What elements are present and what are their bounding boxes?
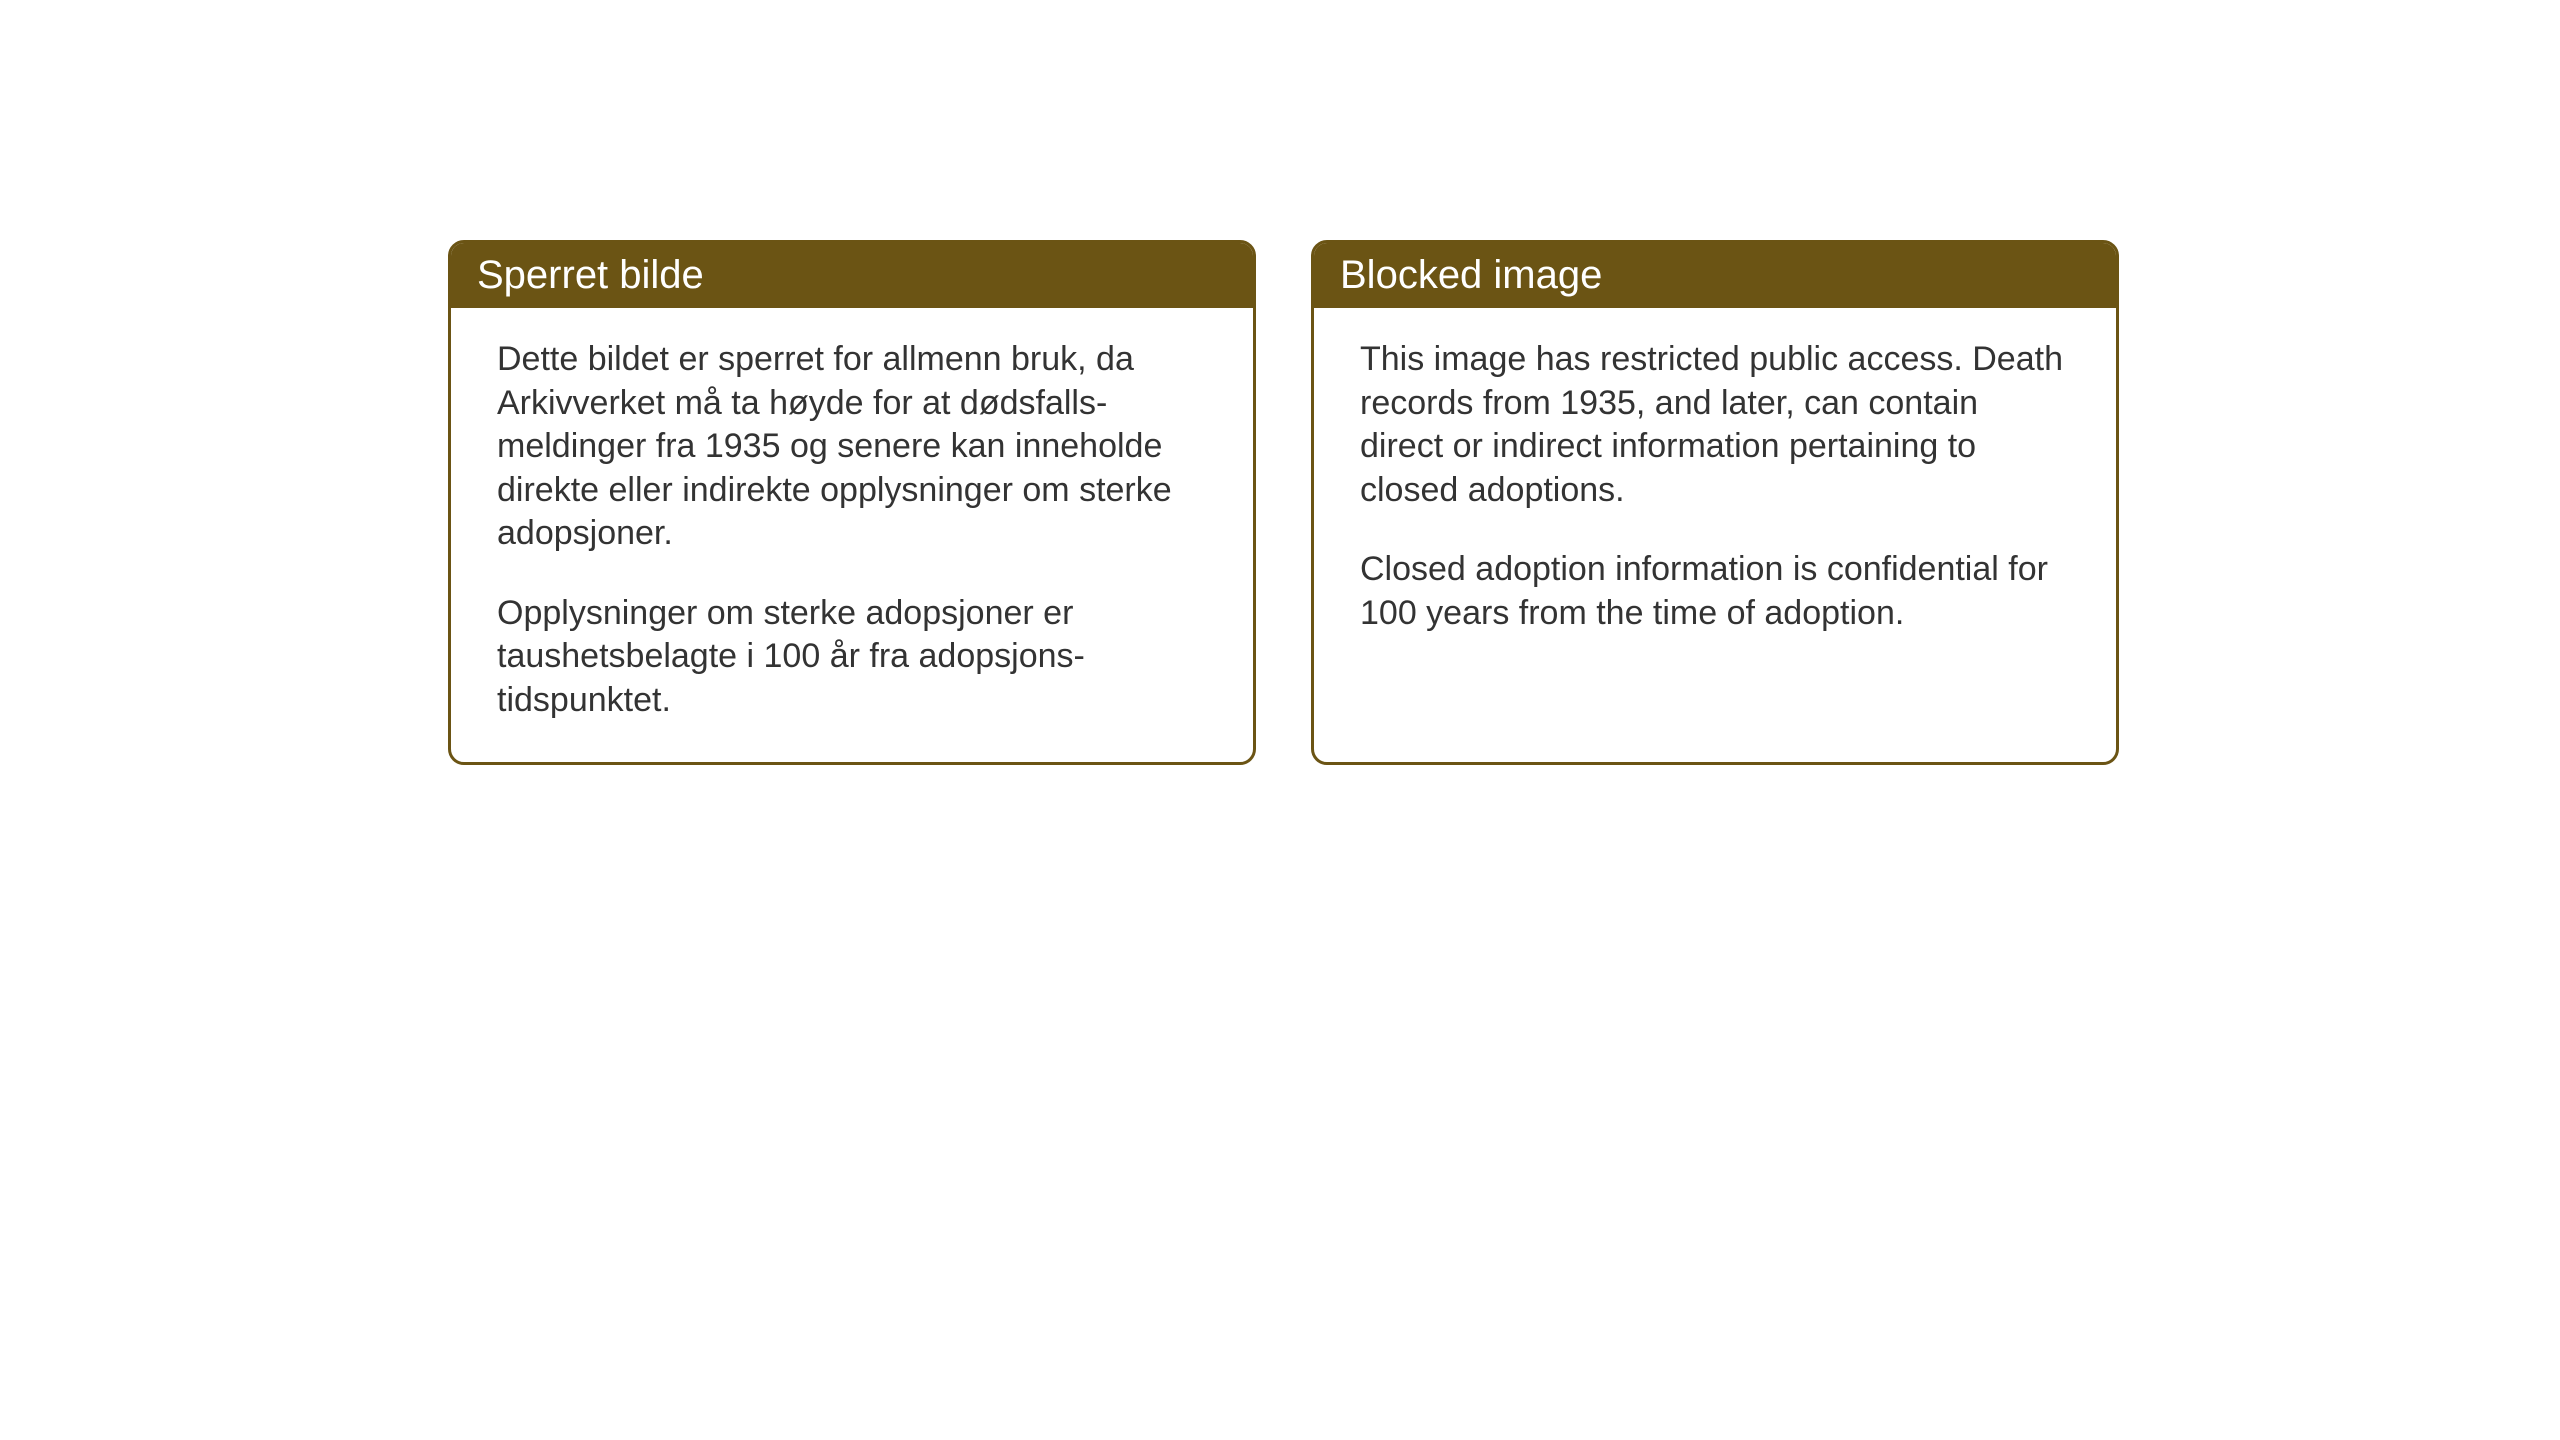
card-english-paragraph2: Closed adoption information is confident… <box>1360 548 2070 635</box>
card-norwegian-body: Dette bildet er sperret for allmenn bruk… <box>451 308 1253 762</box>
card-english-header: Blocked image <box>1314 243 2116 308</box>
cards-container: Sperret bilde Dette bildet er sperret fo… <box>448 240 2119 765</box>
card-norwegian-paragraph1: Dette bildet er sperret for allmenn bruk… <box>497 338 1207 556</box>
card-norwegian-header: Sperret bilde <box>451 243 1253 308</box>
card-english-body: This image has restricted public access.… <box>1314 308 2116 675</box>
card-english: Blocked image This image has restricted … <box>1311 240 2119 765</box>
card-english-paragraph1: This image has restricted public access.… <box>1360 338 2070 512</box>
card-norwegian-paragraph2: Opplysninger om sterke adopsjoner er tau… <box>497 592 1207 723</box>
card-norwegian: Sperret bilde Dette bildet er sperret fo… <box>448 240 1256 765</box>
card-norwegian-title: Sperret bilde <box>477 253 704 297</box>
card-english-title: Blocked image <box>1340 253 1602 297</box>
